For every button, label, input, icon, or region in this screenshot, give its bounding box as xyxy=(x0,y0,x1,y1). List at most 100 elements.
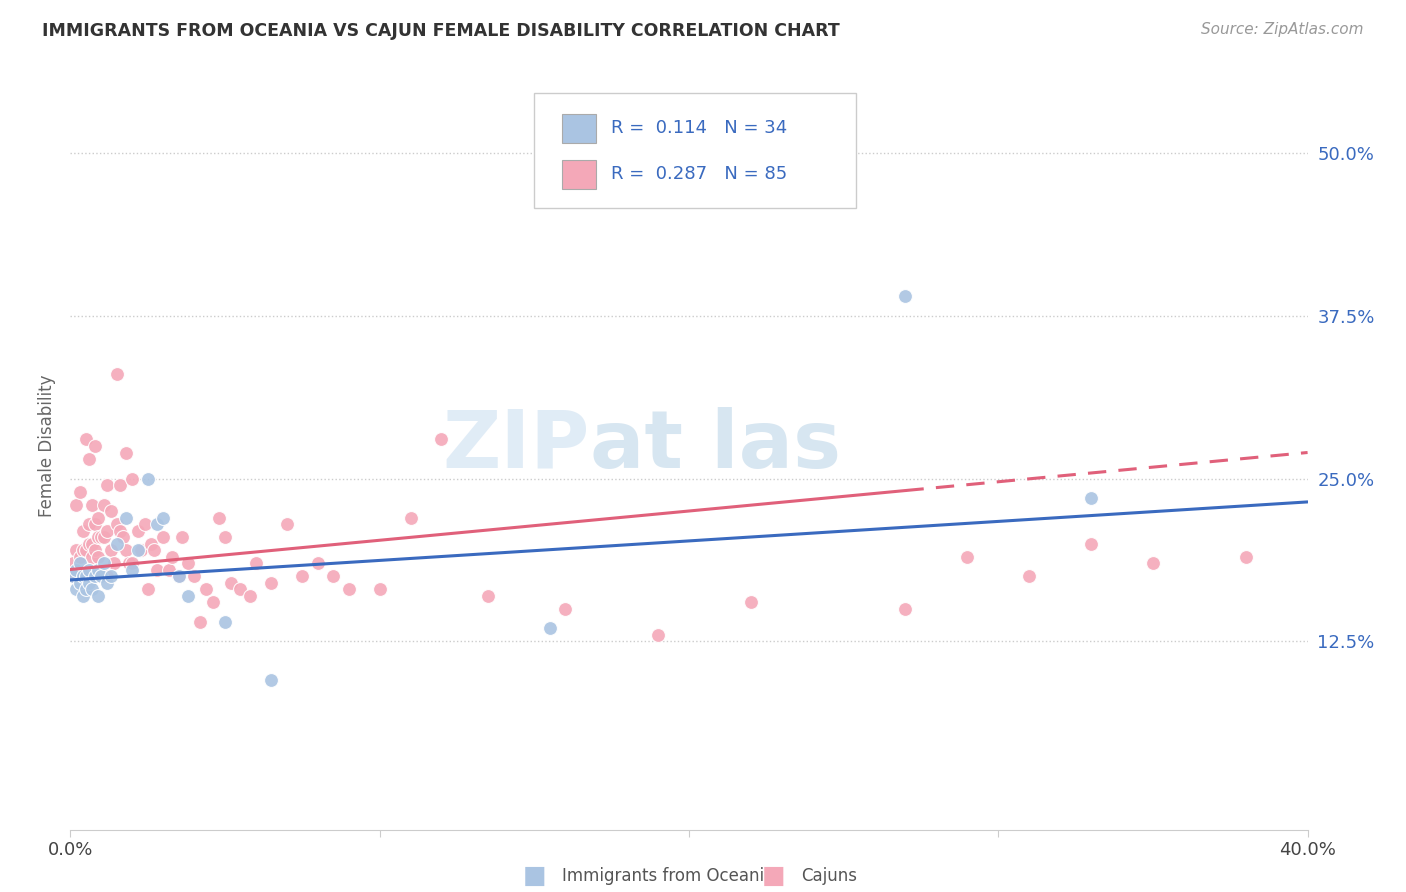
Point xyxy=(201,595,224,609)
Point xyxy=(219,575,242,590)
Point xyxy=(87,549,110,564)
Point xyxy=(118,556,141,570)
Point xyxy=(80,498,103,512)
Point xyxy=(245,556,267,570)
Point xyxy=(1142,556,1164,570)
Point xyxy=(72,524,94,538)
Point xyxy=(75,543,97,558)
Point xyxy=(1080,491,1102,505)
Point xyxy=(146,562,169,576)
Point xyxy=(142,543,165,558)
Point xyxy=(65,582,87,596)
Text: Immigrants from Oceania: Immigrants from Oceania xyxy=(562,867,775,885)
Point xyxy=(87,589,110,603)
Point xyxy=(337,582,360,596)
Text: ■: ■ xyxy=(762,864,785,888)
Point xyxy=(72,569,94,583)
Point xyxy=(115,543,138,558)
Point xyxy=(90,569,112,583)
Point xyxy=(84,543,107,558)
Point xyxy=(115,510,138,524)
Point xyxy=(146,516,169,531)
Point xyxy=(84,516,107,531)
Point xyxy=(77,575,100,590)
Bar xyxy=(561,160,596,189)
Point xyxy=(65,543,87,558)
Point xyxy=(538,621,561,635)
Point xyxy=(127,543,149,558)
Point xyxy=(105,368,128,382)
Point xyxy=(115,445,138,459)
Point xyxy=(105,536,128,550)
Point xyxy=(69,575,91,590)
Point xyxy=(80,582,103,596)
Point xyxy=(77,452,100,467)
Y-axis label: Female Disability: Female Disability xyxy=(38,375,56,517)
Point xyxy=(93,498,115,512)
Point xyxy=(291,569,314,583)
Point xyxy=(108,524,131,538)
Point xyxy=(90,569,112,583)
Point xyxy=(62,556,84,570)
Point xyxy=(75,582,97,596)
Point xyxy=(93,556,115,570)
Point xyxy=(121,556,143,570)
Point xyxy=(956,549,979,564)
Point xyxy=(894,289,917,303)
Point xyxy=(105,516,128,531)
Bar xyxy=(561,114,596,143)
Point xyxy=(183,569,205,583)
Point xyxy=(87,530,110,544)
Point xyxy=(84,569,107,583)
Text: Source: ZipAtlas.com: Source: ZipAtlas.com xyxy=(1201,22,1364,37)
Text: ZIP: ZIP xyxy=(443,407,591,485)
Point xyxy=(399,510,422,524)
Point xyxy=(136,471,159,485)
Point xyxy=(139,536,162,550)
Point xyxy=(152,530,174,544)
Point xyxy=(72,543,94,558)
Point xyxy=(1018,569,1040,583)
Point xyxy=(1234,549,1257,564)
Point xyxy=(80,536,103,550)
Point xyxy=(69,556,91,570)
Point xyxy=(62,569,84,583)
Point xyxy=(167,569,190,583)
Point xyxy=(554,601,576,615)
Point xyxy=(77,516,100,531)
Point xyxy=(157,562,180,576)
Point xyxy=(430,433,453,447)
Point xyxy=(1080,536,1102,550)
Point xyxy=(87,562,110,576)
Point xyxy=(170,530,193,544)
Point xyxy=(100,504,122,518)
Point xyxy=(75,569,97,583)
Point xyxy=(90,530,112,544)
Point xyxy=(75,569,97,583)
Point xyxy=(108,478,131,492)
Point xyxy=(214,530,236,544)
Point xyxy=(87,510,110,524)
Text: R =  0.114   N = 34: R = 0.114 N = 34 xyxy=(612,120,787,137)
Point xyxy=(477,589,499,603)
Point xyxy=(214,615,236,629)
Point xyxy=(647,627,669,641)
Point xyxy=(65,562,87,576)
Text: at las: at las xyxy=(591,407,841,485)
Point xyxy=(368,582,391,596)
Point xyxy=(121,562,143,576)
Point xyxy=(121,471,143,485)
Point xyxy=(177,556,200,570)
Point xyxy=(167,569,190,583)
Point xyxy=(177,589,200,603)
FancyBboxPatch shape xyxy=(534,93,856,208)
Text: Cajuns: Cajuns xyxy=(801,867,858,885)
Point xyxy=(229,582,252,596)
Point xyxy=(96,569,118,583)
Point xyxy=(260,575,283,590)
Point xyxy=(127,524,149,538)
Point xyxy=(100,569,122,583)
Point xyxy=(65,498,87,512)
Point xyxy=(84,439,107,453)
Point xyxy=(136,582,159,596)
